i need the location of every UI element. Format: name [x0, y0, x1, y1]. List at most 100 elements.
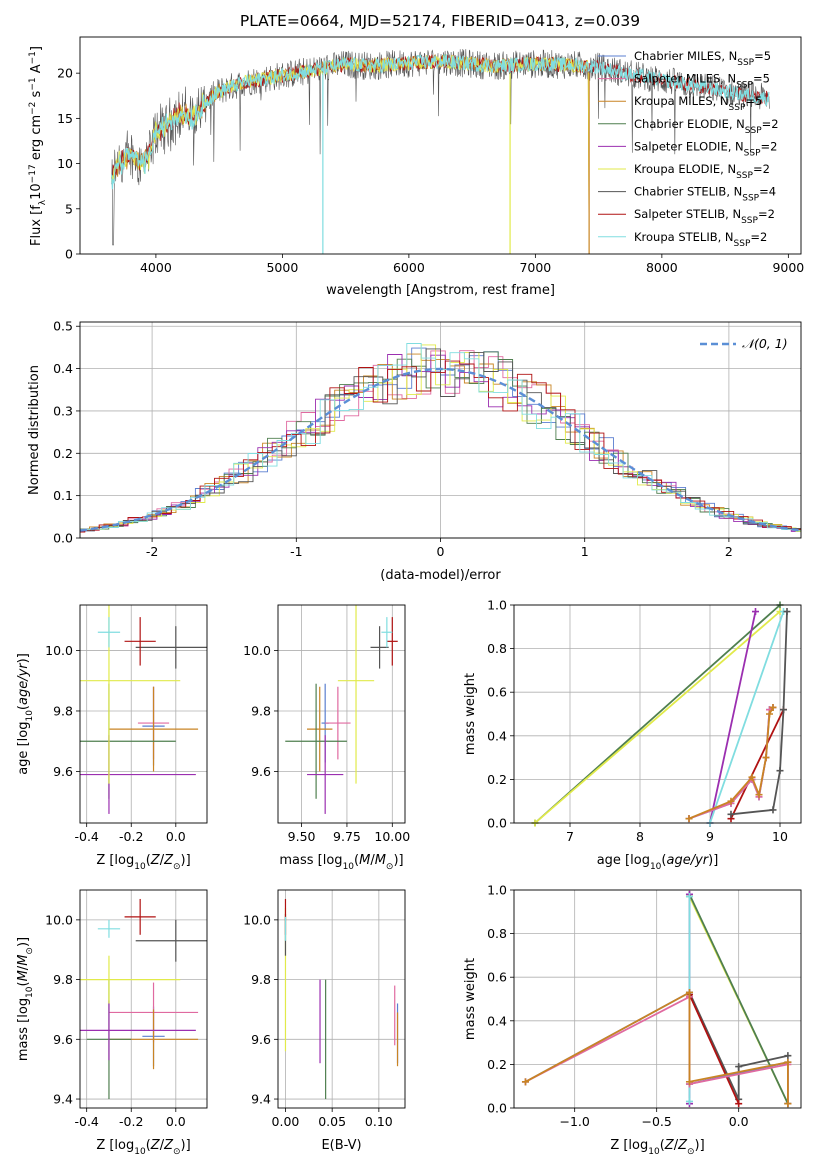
y-tick-label: 0.2 — [53, 446, 73, 461]
residuals-frame — [79, 321, 802, 539]
legend-entry: Kroupa MILES, NSSP=5 — [634, 94, 762, 113]
residual-histogram — [80, 360, 801, 533]
y-tick-label: 9.6 — [53, 1032, 73, 1047]
legend-entry: Salpeter MILES, NSSP=5 — [634, 72, 770, 91]
y-tick-label: 10.0 — [45, 643, 73, 658]
mass-weight-marker — [735, 1063, 743, 1071]
x-tick-label: 9.50 — [288, 829, 316, 844]
y-tick-label: 9.8 — [251, 972, 271, 987]
x-tick-label: -2 — [146, 544, 158, 559]
Z_vs_age-points — [80, 605, 207, 814]
spectrum-model-line — [111, 53, 590, 254]
x-tick-label: 4000 — [140, 260, 172, 275]
y-tick-label: 0.2 — [487, 772, 507, 787]
mass-weight-marker — [685, 893, 693, 901]
y-tick-label: 10.0 — [45, 912, 73, 927]
EBV_vs_mass-points — [284, 898, 399, 1100]
mass-weight-marker — [727, 797, 735, 805]
y-tick-label: 10.0 — [243, 912, 271, 927]
y-tick-label: 9.6 — [251, 1032, 271, 1047]
mass-weight-line — [534, 610, 781, 824]
spectrum-axes: 4000 5000 6000 7000 8000 9000 0 5 10 15 20 — [57, 66, 804, 275]
x-tick-label: 9.75 — [333, 829, 361, 844]
mass-weight-line — [709, 611, 757, 824]
mass-weight-marker — [521, 1078, 529, 1086]
mass-weight-line — [688, 894, 789, 1104]
Z_vs_mass-ylabel: mass [log10(M/M⊙)] — [16, 937, 35, 1061]
spectrum-lines — [111, 48, 770, 254]
x-tick-label: 2 — [725, 544, 733, 559]
y-tick-label: 20 — [57, 66, 73, 81]
x-tick-label: 1 — [581, 544, 589, 559]
legend-entry: 𝒩(0, 1) — [742, 336, 788, 351]
y-tick-label: 9.4 — [251, 1092, 271, 1107]
age_vs_massweight-lines — [531, 601, 791, 827]
residuals-axes: -2 -1 0 1 2 0.0 0.1 0.2 0.3 0.4 0.5 — [53, 319, 801, 559]
x-tick-label: 9 — [706, 829, 714, 844]
mass-weight-marker — [784, 1058, 792, 1066]
Z_vs_mass-points — [80, 898, 207, 1100]
Z_vs_mass-frame — [79, 889, 208, 1109]
y-tick-label: 10 — [57, 156, 73, 171]
y-tick-label: 0.6 — [487, 970, 507, 985]
x-tick-label: -0.2 — [119, 829, 143, 844]
y-tick-label: 0.2 — [487, 1057, 507, 1072]
mass-weight-marker — [755, 791, 763, 799]
y-tick-label: 0.4 — [487, 728, 507, 743]
y-tick-label: 0.0 — [53, 531, 73, 546]
mass-weight-marker — [685, 1097, 693, 1105]
mass-weight-marker — [766, 710, 773, 718]
y-tick-label: 1.0 — [487, 883, 507, 898]
y-tick-label: 15 — [57, 111, 73, 126]
mass-weight-marker — [769, 703, 777, 711]
x-tick-label: -0.2 — [119, 1114, 143, 1129]
mass-weight-line — [688, 994, 740, 1104]
x-tick-label: 0.0 — [166, 829, 186, 844]
x-tick-label: 8000 — [646, 260, 678, 275]
age_vs_massweight-xlabel: age [log10(age/yr)] — [597, 853, 719, 872]
legend-entry: Kroupa STELIB, NSSP=2 — [634, 230, 767, 249]
mass-weight-marker — [735, 1100, 743, 1108]
x-tick-label: -0.4 — [74, 1114, 98, 1129]
y-tick-label: 9.8 — [53, 972, 73, 987]
mass_vs_age-frame — [277, 604, 406, 824]
Z_vs_massweight-ylabel: mass weight — [463, 958, 478, 1040]
x-tick-label: 10 — [772, 829, 788, 844]
residuals-xlabel: (data-model)/error — [380, 568, 501, 583]
legend-entry: Chabrier ELODIE, NSSP=2 — [634, 117, 779, 136]
x-tick-label: −0.5 — [642, 1114, 672, 1129]
x-tick-label: 8 — [636, 829, 644, 844]
x-tick-label: 0.10 — [365, 1114, 393, 1129]
mass-weight-line — [730, 709, 785, 819]
spectrum-frame — [79, 36, 802, 255]
y-tick-label: 9.8 — [251, 703, 271, 718]
mass-weight-marker — [727, 810, 735, 818]
x-tick-label: -1 — [290, 544, 302, 559]
y-tick-label: 0.3 — [53, 403, 73, 418]
EBV_vs_mass-axes: 0.00 0.05 0.10 9.4 9.6 9.8 10.0 — [243, 890, 405, 1129]
y-tick-label: 9.8 — [53, 703, 73, 718]
x-tick-label: 9000 — [772, 260, 804, 275]
Z_vs_massweight-lines — [521, 890, 792, 1108]
x-tick-label: 5000 — [266, 260, 298, 275]
spectrum-legend: Chabrier MILES, NSSP=5 Salpeter MILES, NS… — [598, 49, 779, 249]
y-tick-label: 0.6 — [487, 685, 507, 700]
legend-entry: Salpeter ELODIE, NSSP=2 — [634, 139, 777, 158]
x-tick-label: 7000 — [519, 260, 551, 275]
x-tick-label: 6000 — [393, 260, 425, 275]
y-tick-label: 0.0 — [487, 816, 507, 831]
y-tick-label: 9.4 — [53, 1092, 73, 1107]
EBV_vs_mass-frame — [277, 889, 406, 1109]
mass-weight-marker — [769, 806, 777, 814]
x-tick-label: 7 — [566, 829, 574, 844]
mass-weight-marker — [762, 754, 770, 762]
mass-weight-marker — [752, 608, 759, 616]
y-tick-label: 9.6 — [251, 764, 271, 779]
x-tick-label: 0.0 — [729, 1114, 749, 1129]
age_vs_massweight-ylabel: mass weight — [463, 673, 478, 755]
spectrum-ylabel: Flux [fλ10−17 erg cm−2 s−1 A−1] — [28, 46, 48, 246]
y-tick-label: 10.0 — [243, 643, 271, 658]
y-tick-label: 0.4 — [53, 361, 73, 376]
